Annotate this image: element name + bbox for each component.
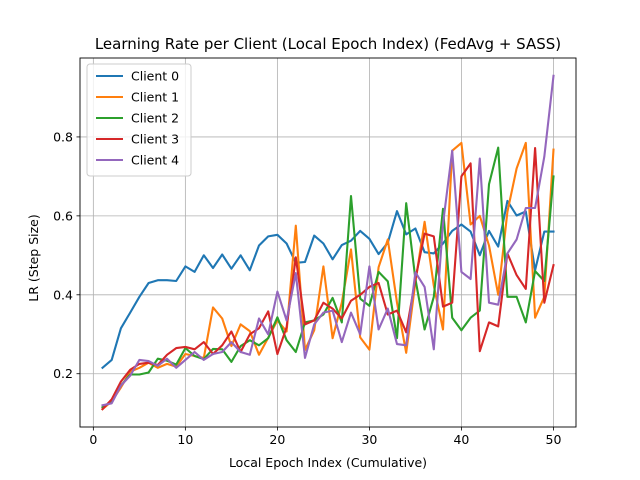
x-tick-label: 0 [89,432,97,447]
legend-box [86,63,192,177]
legend-label: Client 2 [131,111,179,126]
series-lines [101,74,555,411]
x-tick-label: 30 [361,432,377,447]
legend-label: Client 4 [131,153,179,168]
ticks: 0 10 20 30 40 50 0.2 0.4 0.6 0.8 [53,129,561,447]
y-axis-label: LR (Step Size) [26,214,41,301]
x-tick-label: 50 [546,432,562,447]
x-tick-label: 10 [177,432,193,447]
legend-label: Client 1 [131,90,179,105]
legend: Client 0 Client 1 Client 2 Client 3 Client 4 [86,63,192,177]
y-tick-label: 0.2 [53,366,73,381]
series-line-client-0 [101,199,555,370]
x-axis-label: Local Epoch Index (Cumulative) [229,455,427,470]
chart-title: Learning Rate per Client (Local Epoch In… [95,35,561,53]
x-tick-label: 40 [453,432,469,447]
series-line-client-4 [101,74,555,407]
legend-label: Client 3 [131,132,179,147]
y-tick-label: 0.8 [53,129,73,144]
series-line-client-3 [101,146,555,411]
grid [80,58,576,427]
series-line-client-1 [101,141,555,411]
x-tick-label: 20 [269,432,285,447]
legend-label: Client 0 [131,69,179,84]
y-tick-label: 0.6 [53,208,73,223]
plot-frame [79,57,577,428]
y-tick-label: 0.4 [53,287,73,302]
